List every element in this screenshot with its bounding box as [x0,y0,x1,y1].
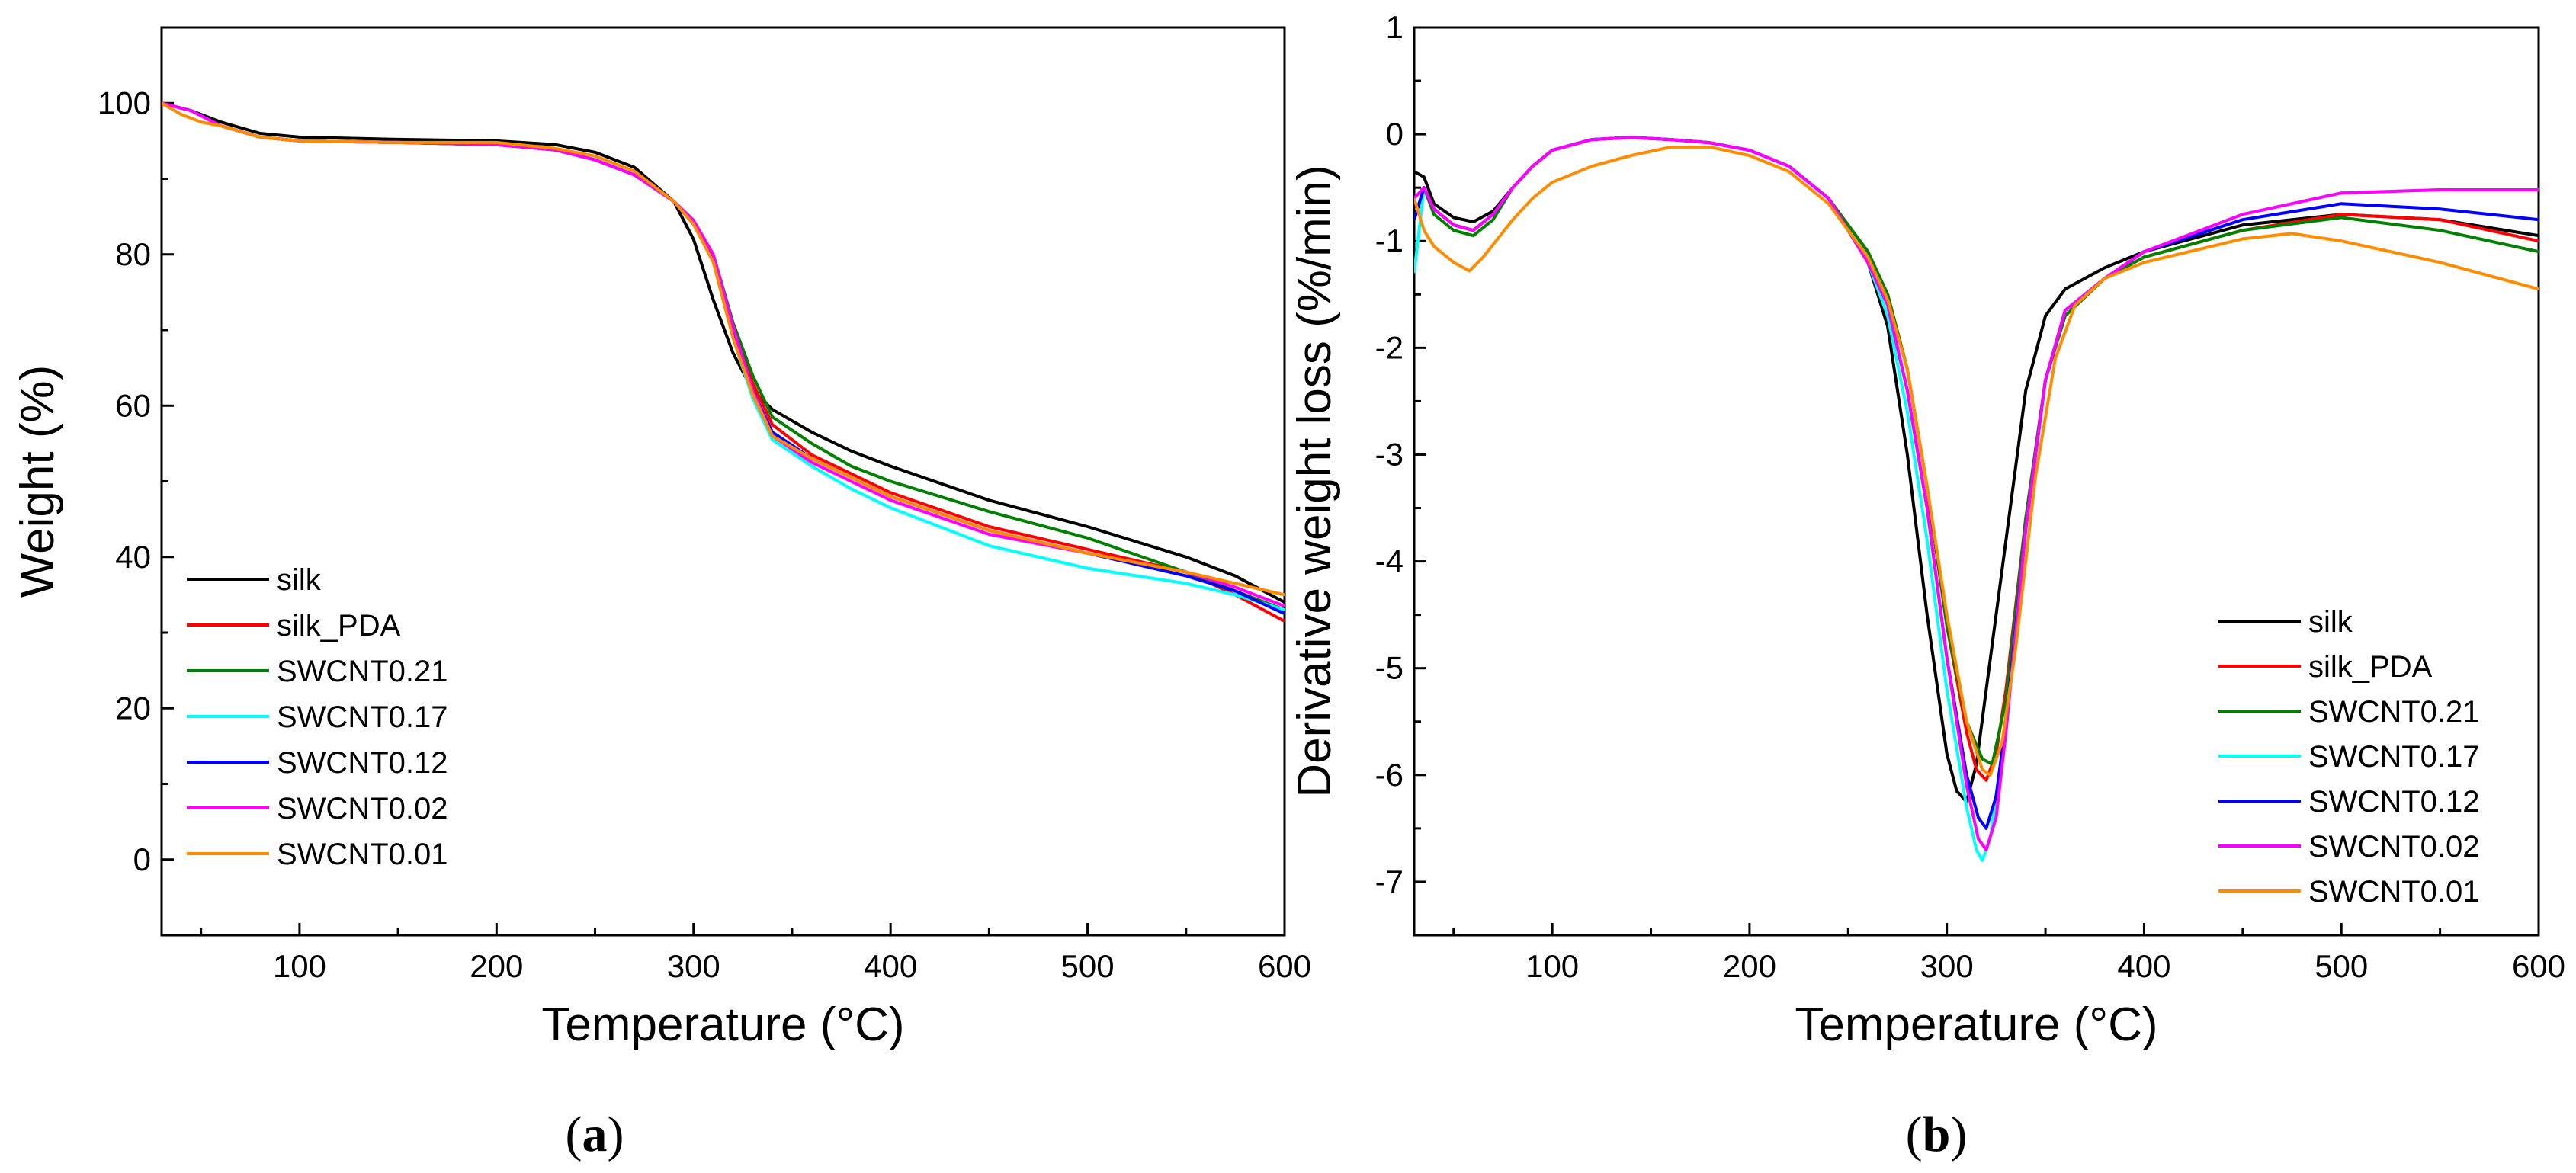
panel-b-y-tick-label: -4 [1375,543,1403,579]
panel-b-x-tick-label: 500 [2315,948,2368,984]
panel-a-y-tick-label: 0 [133,841,151,877]
panel-a-legend-label-swcnt0-21: SWCNT0.21 [277,655,448,688]
panel-a-x-tick-label: 600 [1258,948,1311,984]
panel-a-chart: 100 200 300 400 500 600 0 20 40 60 80 100 Temperatur… [11,26,1311,1162]
panel-a-x-tick-label: 100 [273,948,326,984]
panel-a-legend-label-swcnt0-01: SWCNT0.01 [277,838,448,871]
panel-b-x-tick-label: 200 [1723,948,1776,984]
panel-b-legend-label-silk: silk [2308,605,2353,639]
panel-a-legend-label-swcnt0-17: SWCNT0.17 [277,700,448,734]
panel-b-x-tick-label: 100 [1525,948,1579,984]
panel-a-x-tick-label: 200 [470,948,523,984]
panel-b-label-letter: b [1923,1107,1951,1162]
panel-b-y-tick-label: -7 [1375,864,1403,899]
panel-b-y-tick-label: -6 [1375,757,1403,793]
panel-a-label-letter: a [582,1107,608,1162]
panel-b-chart: 100 200 300 400 500 600 1 0 -1 -2 -3 -4 -5 -6 -7 Temper… [1288,9,2565,1162]
panel-b-y-tick-label: -3 [1375,436,1403,472]
panel-a-series-swcnt0-02 [162,101,1285,608]
panel-b-y-tick-label: 0 [1386,116,1403,152]
panel-a-y-tick-label: 20 [115,690,151,726]
panel-a-x-tick-label: 300 [667,948,720,984]
panel-b-y-tick-label: 1 [1386,9,1403,45]
panel-a-series-silk-pda [162,101,1285,623]
panel-b-x-tick-label: 400 [2117,948,2170,984]
panel-b-y-axis-title: Derivative weight loss (%/min) [1288,165,1341,797]
panel-a-legend-label-swcnt0-02: SWCNT0.02 [277,792,448,825]
panel-a-legend-label-silk: silk [277,563,322,597]
panel-b-label: (b) [1906,1107,1968,1162]
panel-b-legend-label-silk-pda: silk_PDA [2308,650,2433,684]
panel-b-legend-label-swcnt0-01: SWCNT0.01 [2308,875,2480,909]
panel-a-series-swcnt0-01 [162,101,1285,597]
panel-a-y-tick-label: 60 [115,387,151,423]
panel-b-legend-label-swcnt0-17: SWCNT0.17 [2308,740,2480,774]
panel-b-y-tick-label: -5 [1375,650,1403,686]
panel-a-y-tick-label: 40 [115,539,151,575]
panel-b-legend-label-swcnt0-12: SWCNT0.12 [2308,785,2480,819]
panel-a-series-silk [162,101,1285,604]
panel-a-label: (a) [566,1107,624,1162]
panel-a-x-axis-title: Temperature (°C) [541,998,904,1051]
panel-b-x-axis-title: Temperature (°C) [1795,998,2157,1051]
panel-b-legend-label-swcnt0-21: SWCNT0.21 [2308,695,2480,729]
panel-b-series-swcnt0-01 [1414,145,2539,777]
panel-a-y-tick-label: 100 [98,85,151,120]
panel-b-y-tick-label: -2 [1375,329,1403,365]
panel-a-series-swcnt0-12 [162,101,1285,616]
panel-a-legend-label-silk-pda: silk_PDA [277,609,401,643]
panel-b-legend-label-swcnt0-02: SWCNT0.02 [2308,830,2480,864]
panel-a-x-tick-label: 400 [864,948,917,984]
panel-a-y-tick-label: 80 [115,236,151,272]
panel-a-legend-label-swcnt0-12: SWCNT0.12 [277,746,448,780]
panel-a-y-axis-title: Weight (%) [11,365,64,598]
panel-b-x-tick-label: 600 [2512,948,2565,984]
panel-b-series-silk-pda [1414,136,2539,782]
panel-b-plot-frame [1413,26,2540,937]
panel-b-x-tick-label: 300 [1920,948,1974,984]
panel-b-y-tick-label: -1 [1375,223,1403,258]
panel-a-x-tick-label: 500 [1061,948,1115,984]
